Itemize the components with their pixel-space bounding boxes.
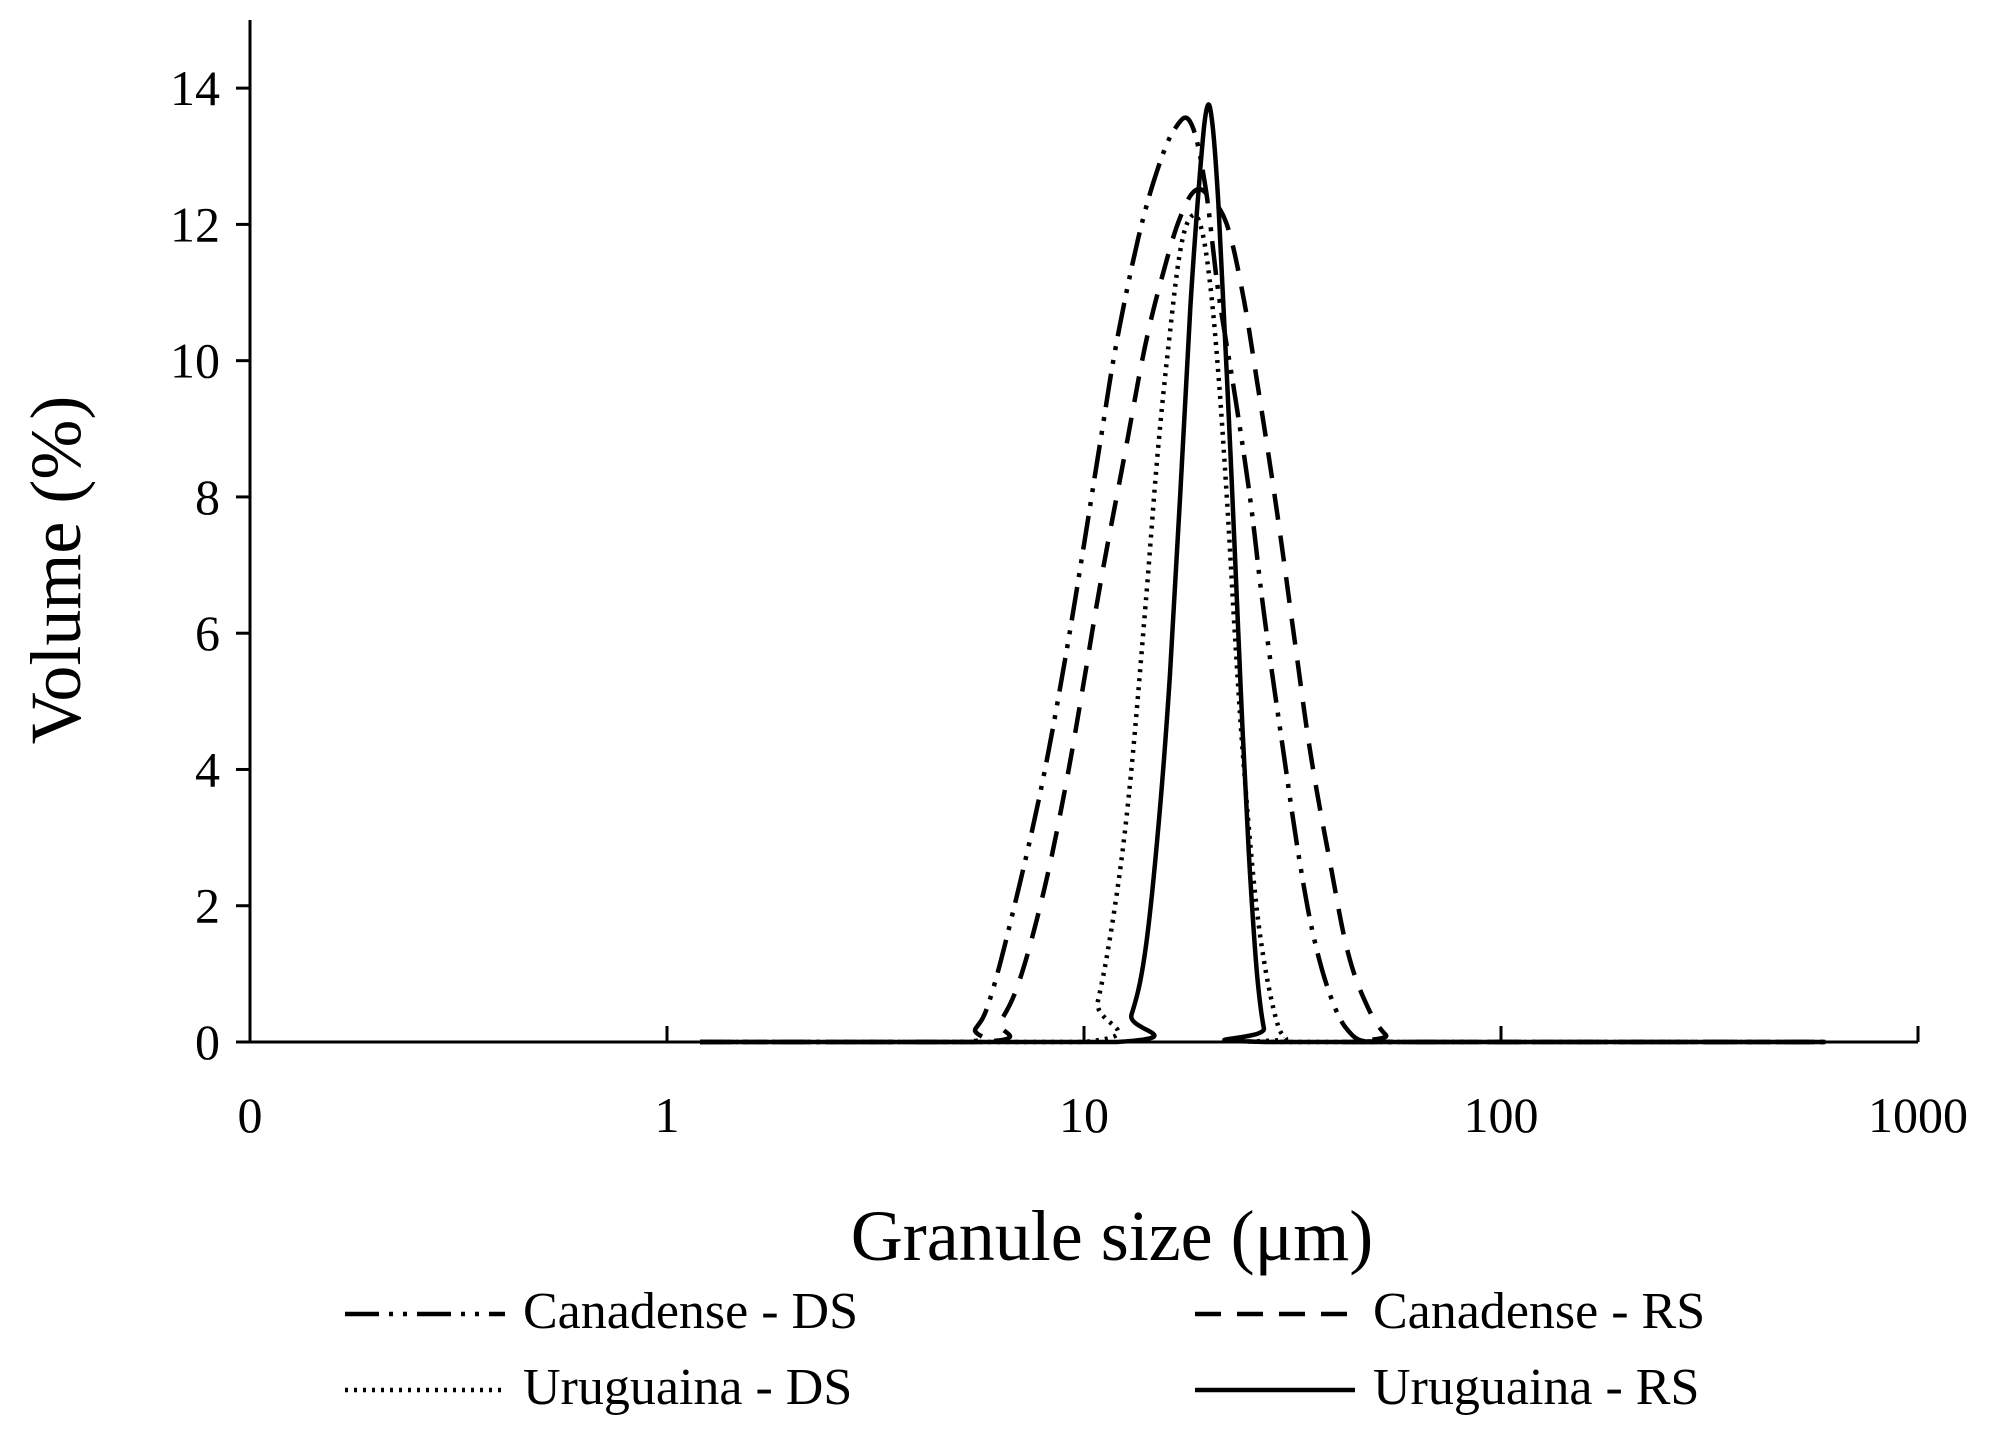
x-axis-title: Granule size (μm) — [851, 1196, 1373, 1276]
y-tick-label: 4 — [195, 741, 220, 797]
y-tick-label: 10 — [170, 333, 220, 389]
x-tick-label: 1000 — [1868, 1087, 1968, 1143]
x-tick-label: 100 — [1464, 1087, 1539, 1143]
y-tick-label: 12 — [170, 196, 220, 252]
y-tick-label: 0 — [195, 1014, 220, 1070]
y-tick-label: 14 — [170, 60, 220, 116]
x-tick-label: 0 — [238, 1087, 263, 1143]
x-axis-ticks: 0 1 10 100 1000 — [238, 1026, 1968, 1143]
y-tick-label: 6 — [195, 605, 220, 661]
y-axis-ticks: 0 2 4 6 8 10 12 14 — [170, 60, 250, 1070]
legend-label-2: Canadense - RS — [1373, 1283, 1705, 1340]
y-tick-label: 8 — [195, 469, 220, 525]
legend: Canadense - DS Canadense - RS Uruguaina - … — [345, 1283, 1705, 1416]
legend-label-4: Uruguaina - RS — [1373, 1359, 1699, 1416]
y-tick-label: 2 — [195, 878, 220, 934]
y-axis-title: Volume (%) — [16, 396, 96, 745]
series-line-2 — [699, 186, 1826, 1045]
series-line-3 — [699, 212, 1826, 1045]
legend-label-3: Uruguaina - DS — [523, 1359, 852, 1416]
legend-label-1: Canadense - DS — [523, 1283, 858, 1340]
series-lines — [699, 102, 1826, 1045]
x-tick-label: 1 — [655, 1087, 680, 1143]
x-tick-label: 10 — [1059, 1087, 1109, 1143]
series-line-1 — [699, 115, 1826, 1045]
series-line-4 — [699, 102, 1826, 1045]
